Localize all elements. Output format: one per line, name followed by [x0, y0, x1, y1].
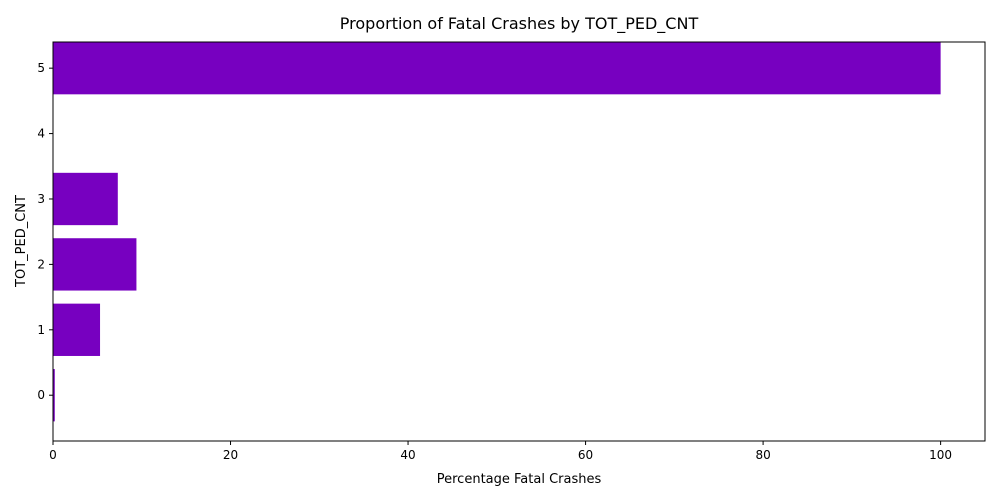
bar-1	[53, 303, 101, 356]
y-tick-label: 1	[37, 323, 45, 337]
x-tick-label: 80	[755, 448, 770, 462]
x-tick-label: 20	[223, 448, 238, 462]
x-tick-label: 60	[578, 448, 593, 462]
bar-5	[53, 42, 941, 95]
y-tick-label: 0	[37, 388, 45, 402]
bar-3	[53, 172, 118, 226]
bar-0	[53, 369, 55, 422]
y-tick-label: 2	[37, 257, 45, 271]
x-tick-label: 40	[400, 448, 415, 462]
x-tick-label: 100	[929, 448, 952, 462]
bar-2	[53, 238, 137, 291]
x-axis-ticks: 0 20 40 60 80 100	[49, 441, 952, 462]
x-tick-label: 0	[49, 448, 57, 462]
y-tick-label: 5	[37, 61, 45, 75]
plot-frame	[52, 41, 986, 442]
y-axis-label: TOT_PED_CNT	[14, 195, 29, 288]
y-tick-label: 4	[37, 127, 45, 141]
x-axis-label: Percentage Fatal Crashes	[437, 472, 602, 487]
y-axis-ticks: 0 1 2 3 4 5	[37, 61, 53, 402]
chart-title: Proportion of Fatal Crashes by TOT_PED_C…	[340, 14, 699, 34]
bars-group	[53, 42, 941, 422]
y-tick-label: 3	[37, 192, 45, 206]
